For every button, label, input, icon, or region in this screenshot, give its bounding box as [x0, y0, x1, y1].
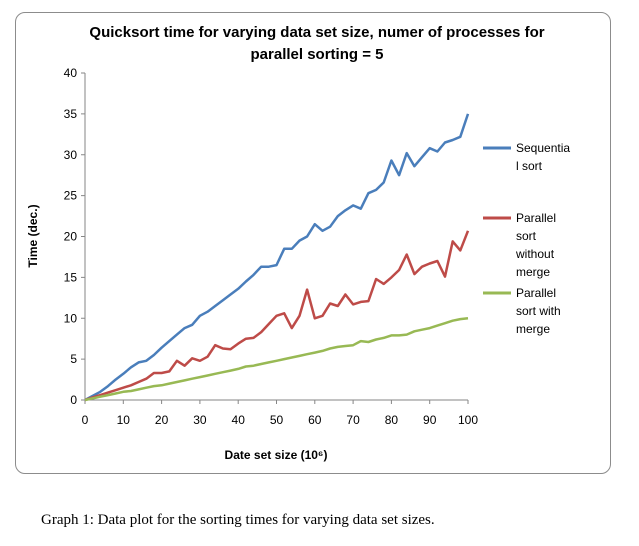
- y-tick-label: 40: [64, 66, 78, 80]
- legend-label-2: without: [515, 247, 555, 261]
- y-tick-label: 10: [64, 311, 78, 325]
- legend-label-2: Parallel: [516, 211, 556, 225]
- y-tick-label: 25: [64, 189, 78, 203]
- x-tick-label: 80: [385, 413, 399, 427]
- series-line-2: [84, 230, 470, 402]
- y-tick-label: 5: [70, 352, 77, 366]
- x-tick-label: 0: [82, 413, 89, 427]
- x-tick-label: 70: [346, 413, 360, 427]
- legend-label-3: Parallel: [516, 286, 556, 300]
- y-tick-label: 30: [64, 148, 78, 162]
- x-tick-label: 40: [232, 413, 246, 427]
- legend: Sequentia l sort Parallel sort without merge P…: [483, 141, 570, 336]
- x-tick-label: 100: [458, 413, 478, 427]
- x-tick-label: 30: [193, 413, 207, 427]
- x-tick-label: 10: [117, 413, 131, 427]
- legend-label-3: merge: [516, 322, 550, 336]
- y-tick-label: 35: [64, 107, 78, 121]
- x-axis-title: Date set size (10⁶): [225, 448, 328, 462]
- series-line-1: [84, 113, 470, 402]
- legend-label-2: merge: [516, 265, 550, 279]
- legend-label-3: sort with: [516, 304, 561, 318]
- x-tick-label: 50: [270, 413, 284, 427]
- chart-title-line-1: Quicksort time for varying data set size…: [89, 24, 544, 41]
- figure-caption: Graph 1: Data plot for the sorting times…: [41, 512, 435, 528]
- line-chart: Quicksort time for varying data set size…: [26, 24, 570, 462]
- y-tick-label: 15: [64, 270, 78, 284]
- y-tick-label: 0: [70, 393, 77, 407]
- legend-label-1: Sequentia: [516, 141, 570, 155]
- chart-frame: Quicksort time for varying data set size…: [15, 12, 611, 474]
- y-tick-label: 20: [64, 230, 78, 244]
- x-tick-label: 20: [155, 413, 169, 427]
- chart-title-line-2: parallel sorting = 5: [251, 46, 384, 63]
- series-layer: [84, 113, 470, 402]
- axes: 0 5 10 15 20 25 30 35 40 0 10 20 30 40 50 60 70 80 90 100: [64, 66, 479, 427]
- x-tick-label: 90: [423, 413, 437, 427]
- x-tick-label: 60: [308, 413, 322, 427]
- legend-label-1: l sort: [516, 159, 543, 173]
- y-axis-title: Time (dec.): [26, 204, 40, 267]
- series-line-3: [84, 317, 469, 402]
- legend-label-2: sort: [516, 229, 537, 243]
